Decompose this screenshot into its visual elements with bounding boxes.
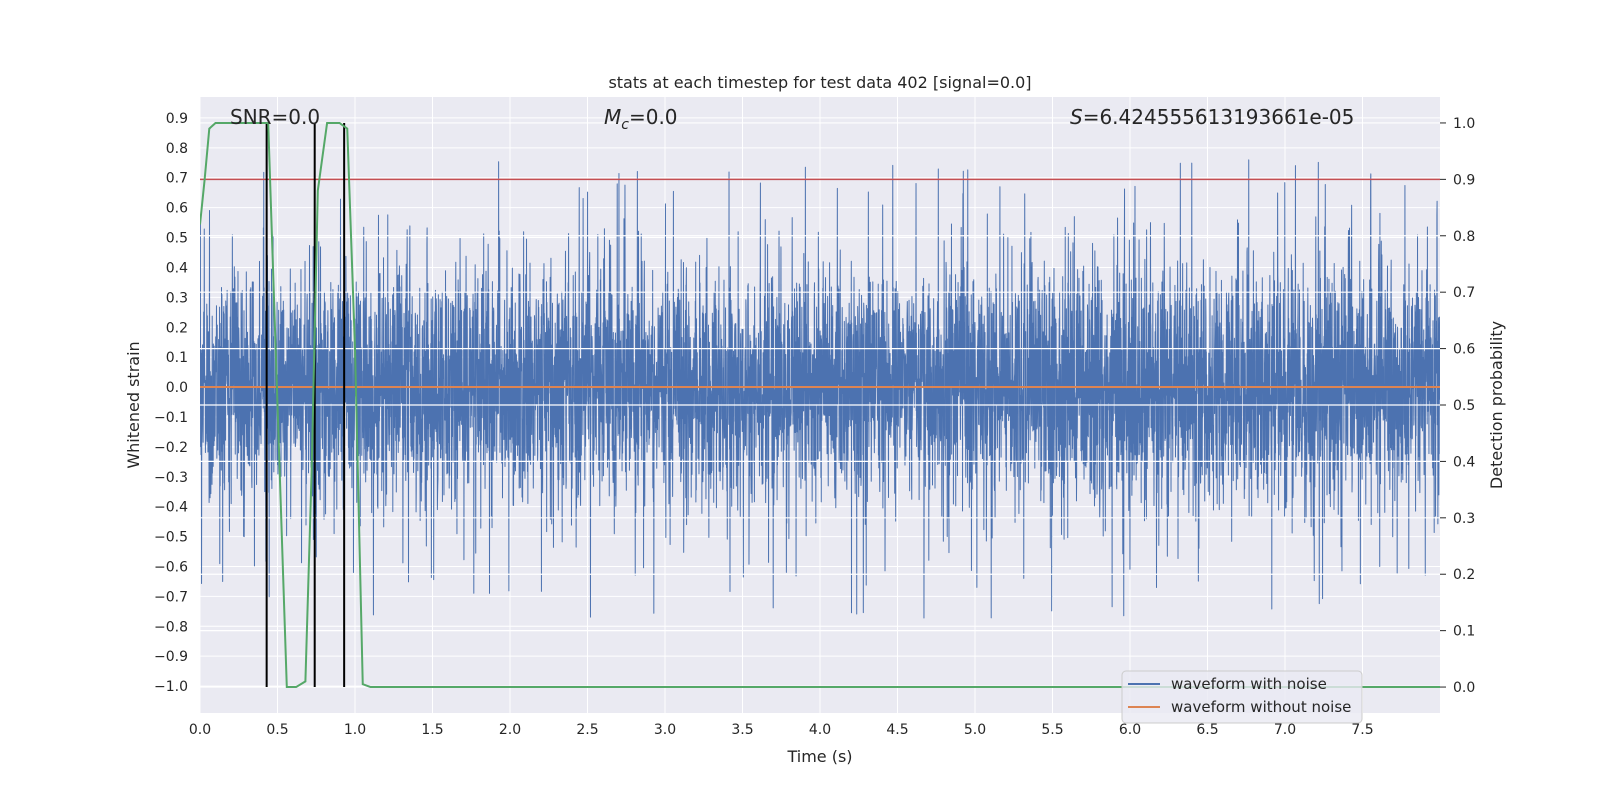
chart-title: stats at each timestep for test data 402… <box>608 73 1031 92</box>
x-tick-label: 5.0 <box>964 722 986 738</box>
x-tick-label: 1.0 <box>344 722 366 738</box>
x-tick-label: 7.5 <box>1351 722 1373 738</box>
y2-tick-label: 0.1 <box>1453 624 1475 640</box>
y-tick-label: 0.3 <box>166 290 188 306</box>
x-tick-label: 4.5 <box>886 722 908 738</box>
detection-markers <box>265 122 346 688</box>
x-tick-label: 3.0 <box>654 722 676 738</box>
x-tick-label: 7.0 <box>1274 722 1296 738</box>
y-tick-label: 0.6 <box>166 201 188 217</box>
x-tick-label: 2.0 <box>499 722 521 738</box>
y-axis-ticks: 0.9 0.8 0.7 0.6 0.5 0.4 0.3 0.2 0.1 0.0 −0.1 −0.2 −0… <box>154 111 188 695</box>
waveform-with-noise-series <box>200 159 1440 619</box>
s-annotation: S=6.424555613193661e-05 <box>1070 105 1354 129</box>
legend-label-clean: waveform without noise <box>1171 698 1351 716</box>
legend: waveform with noise waveform without noi… <box>1121 670 1363 724</box>
x-tick-label: 5.5 <box>1041 722 1063 738</box>
y-tick-label: −0.2 <box>154 440 188 456</box>
y-tick-label: 0.4 <box>166 260 188 276</box>
y-tick-label: −0.3 <box>154 470 188 486</box>
s-value: =6.424555613193661e-05 <box>1083 105 1355 129</box>
chirp-mass-symbol: M <box>604 105 621 129</box>
y-tick-label: −0.6 <box>154 559 188 575</box>
snr-annotation: SNR=0.0 <box>230 105 320 129</box>
y-tick-label: 0.8 <box>166 141 188 157</box>
detection-probability-series <box>200 121 1440 689</box>
x-tick-label: 3.5 <box>731 722 753 738</box>
s-symbol: S <box>1070 105 1083 129</box>
chirp-mass-subscript: c <box>621 117 629 133</box>
y-tick-label: 0.7 <box>166 171 188 187</box>
y2-tick-label: 0.5 <box>1453 398 1475 414</box>
x-tick-label: 6.0 <box>1119 722 1141 738</box>
y-tick-label: −0.9 <box>154 649 188 665</box>
y2-tick-label: 0.3 <box>1453 511 1475 527</box>
y-tick-label: −0.7 <box>154 589 188 605</box>
x-axis-label: Time (s) <box>786 747 852 766</box>
y-tick-label: 0.5 <box>166 231 188 247</box>
y-tick-label: 0.0 <box>166 380 188 396</box>
y-tick-label: −0.8 <box>154 619 188 635</box>
y-tick-label: −1.0 <box>154 679 188 695</box>
legend-box <box>1121 670 1363 724</box>
x-tick-label: 2.5 <box>576 722 598 738</box>
x-tick-label: 6.5 <box>1196 722 1218 738</box>
y-tick-label: 0.9 <box>166 111 188 127</box>
x-tick-label: 0.5 <box>266 722 288 738</box>
legend-label-noise: waveform with noise <box>1171 675 1327 693</box>
y2-axis-label: Detection probability <box>1487 321 1506 489</box>
y2-tick-label: 0.2 <box>1453 567 1475 583</box>
y-tick-label: −0.1 <box>154 410 188 426</box>
y2-tick-label: 0.9 <box>1453 172 1475 188</box>
y-tick-label: 0.1 <box>166 350 188 366</box>
y2-tick-label: 1.0 <box>1453 116 1475 132</box>
x-tick-label: 4.0 <box>809 722 831 738</box>
y2-tick-label: 0.0 <box>1453 680 1475 696</box>
y-axis-label: Whitened strain <box>124 341 143 468</box>
chirp-mass-value: =0.0 <box>629 105 678 129</box>
x-tick-label: 1.5 <box>421 722 443 738</box>
y2-tick-label: 0.4 <box>1453 454 1475 470</box>
x-tick-label: 0.0 <box>189 722 211 738</box>
y-tick-label: −0.4 <box>154 500 188 516</box>
y2-tick-label: 0.8 <box>1453 229 1475 245</box>
chirp-mass-annotation: Mc=0.0 <box>604 105 678 133</box>
x-axis-ticks: 0.0 0.5 1.0 1.5 2.0 2.5 3.0 3.5 4.0 4.5 5.0 5.5 6.0 6… <box>189 722 1374 738</box>
y2-tick-label: 0.6 <box>1453 342 1475 358</box>
y2-tick-label: 0.7 <box>1453 285 1475 301</box>
y-tick-label: −0.5 <box>154 530 188 546</box>
y2-axis-ticks: 1.0 0.9 0.8 0.7 0.6 0.5 0.4 0.3 0.2 0.1 0.0 <box>1440 116 1475 696</box>
y-tick-label: 0.2 <box>166 320 188 336</box>
